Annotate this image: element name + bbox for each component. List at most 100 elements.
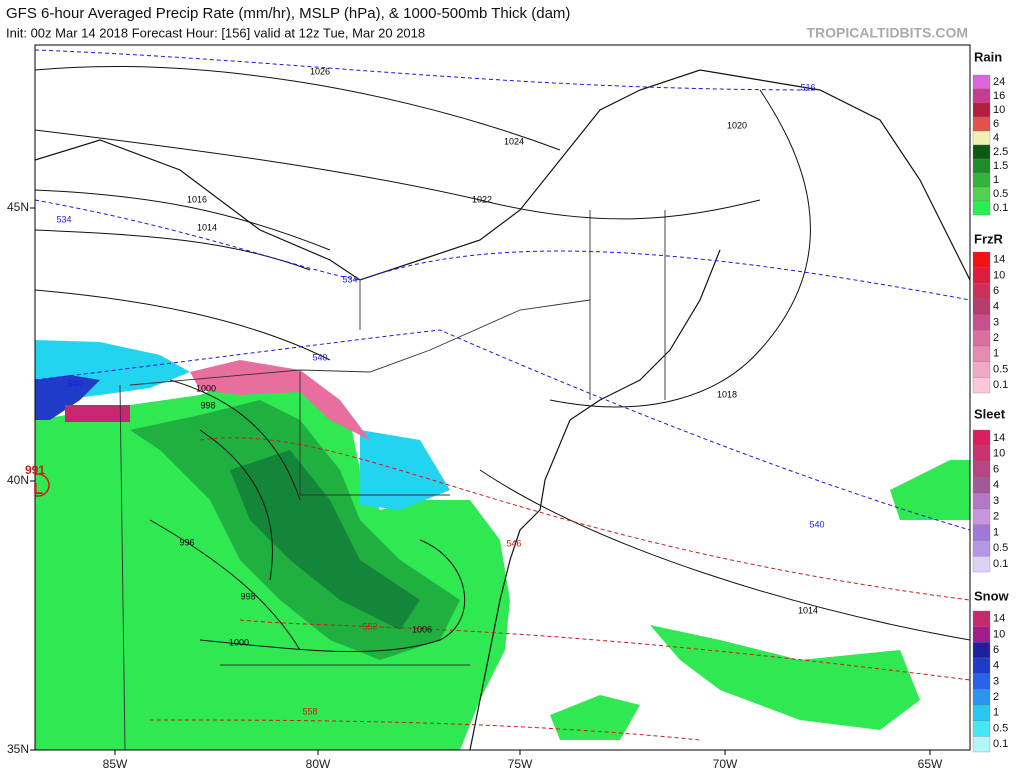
isobar-label: 1022	[472, 194, 492, 204]
legend-swatch	[972, 689, 991, 706]
legend-swatch	[972, 704, 991, 721]
legend-label: 1.5	[993, 160, 1008, 172]
x-tick-label: 65W	[918, 757, 943, 771]
legend-label: 0.1	[993, 558, 1008, 570]
isobar-label: 1014	[798, 605, 818, 615]
coastline-north	[35, 69, 970, 281]
legend-label: 0.5	[993, 722, 1008, 734]
legend-swatch	[972, 626, 991, 643]
y-tick-label: 40N	[7, 473, 29, 487]
legend-swatch	[972, 477, 991, 494]
mix-band	[65, 405, 130, 422]
isobar-label: 1018	[717, 389, 737, 399]
legend-label: 4	[993, 660, 999, 672]
thickness-label: 540	[67, 378, 82, 388]
low-pressure: 991	[25, 463, 45, 477]
legend-swatch	[972, 251, 991, 268]
isobar-label: 1016	[187, 194, 207, 204]
snow-east	[360, 430, 450, 510]
legend-label: 14	[993, 432, 1005, 444]
legend-swatch	[972, 172, 991, 188]
legend-label: 24	[993, 76, 1005, 88]
axes: 85W 80W 75W 70W 65W 45N 40N 35N	[7, 200, 943, 771]
thickness-label: 540	[312, 352, 327, 362]
legend-swatch	[972, 556, 991, 573]
legend-label: 0.1	[993, 202, 1008, 214]
legend-swatch	[972, 445, 991, 462]
isobar-label: 998	[200, 400, 215, 410]
subtitle: Init: 00z Mar 14 2018 Forecast Hour: [15…	[6, 25, 425, 40]
map-frame	[34, 44, 971, 751]
y-tick-label: 35N	[7, 742, 29, 756]
legend-label: 1	[993, 707, 999, 719]
legend-label: 10	[993, 628, 1005, 640]
legend-swatch	[972, 673, 991, 690]
thickness-label: 516	[800, 82, 815, 92]
legend-swatch	[972, 524, 991, 541]
rain-ocean-1	[550, 695, 640, 740]
legend-label: 6	[993, 644, 999, 656]
legend-label: 2.5	[993, 146, 1008, 158]
isobar-label: 1000	[196, 383, 216, 393]
legend-label: 3	[993, 675, 999, 687]
legend-label: 1	[993, 174, 999, 186]
legend-swatch	[972, 144, 991, 160]
legend-label: 2	[993, 332, 999, 344]
legend-swatch	[972, 657, 991, 674]
legend-label: 6	[993, 118, 999, 130]
rain-heavy	[230, 450, 420, 630]
rain-ocean-3	[890, 460, 970, 520]
legend-swatch	[972, 361, 991, 378]
state-borders	[119, 210, 666, 750]
legend: Rain241610642.51.510.50.1FrzR1410643210.…	[972, 49, 1010, 753]
legend-swatch	[972, 88, 991, 104]
legend-label: 4	[993, 479, 999, 491]
freezing-rain	[190, 360, 370, 440]
x-tick-label: 75W	[508, 757, 533, 771]
x-tick-label: 80W	[306, 757, 331, 771]
legend-label: 6	[993, 285, 999, 297]
low-marker	[35, 473, 50, 497]
legend-swatch	[972, 540, 991, 557]
thickness-label: 546	[506, 538, 521, 548]
isobars	[35, 66, 970, 653]
title: GFS 6-hour Averaged Precip Rate (mm/hr),…	[6, 5, 570, 22]
legend-label: 10	[993, 269, 1005, 281]
legend-label: 16	[993, 90, 1005, 102]
snow-heavy	[35, 375, 100, 420]
legend-swatch	[972, 158, 991, 174]
legend-swatch	[972, 267, 991, 284]
isobar-label: 1006	[412, 624, 432, 634]
legend-label: 14	[993, 254, 1005, 266]
legend-title: Rain	[974, 49, 1002, 64]
isobar-label: 998	[240, 591, 255, 601]
legend-swatch	[972, 74, 991, 90]
legend-swatch	[972, 736, 991, 753]
thickness-label: 540	[809, 519, 824, 529]
legend-label: 0.5	[993, 188, 1008, 200]
legend-swatch	[972, 720, 991, 737]
legend-swatch	[972, 461, 991, 478]
legend-swatch	[972, 116, 991, 132]
thickness-red	[149, 437, 970, 741]
thickness-label: 534	[342, 274, 357, 284]
map-labels: 1026 1024 1022 1020 1016 1014 1018 1014 …	[25, 66, 825, 716]
legend-label: 0.5	[993, 542, 1008, 554]
legend-swatch	[972, 186, 991, 202]
legend-label: 0.1	[993, 379, 1008, 391]
legend-label: 4	[993, 132, 999, 144]
legend-label: 2	[993, 691, 999, 703]
legend-label: 10	[993, 104, 1005, 116]
isobar-label: 1014	[197, 222, 217, 232]
legend-swatch	[972, 102, 991, 118]
legend-swatch	[972, 130, 991, 146]
legend-label: 3	[993, 495, 999, 507]
x-tick-label: 85W	[103, 757, 128, 771]
legend-swatch	[972, 298, 991, 315]
legend-swatch	[972, 345, 991, 362]
legend-label: 2	[993, 511, 999, 523]
map	[34, 44, 971, 751]
legend-swatch	[972, 283, 991, 300]
legend-swatch	[972, 492, 991, 510]
